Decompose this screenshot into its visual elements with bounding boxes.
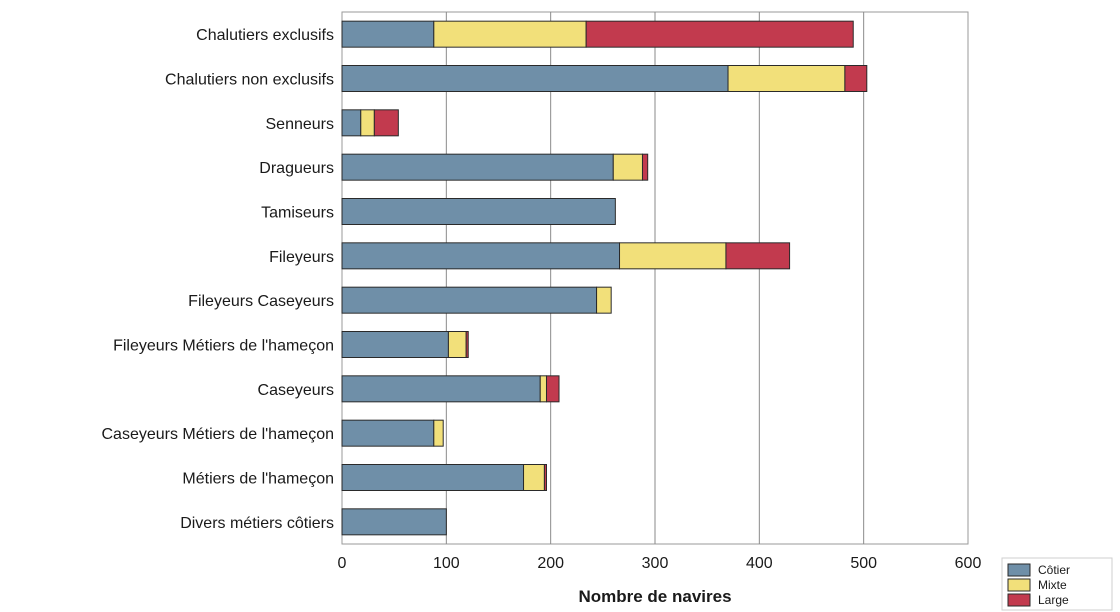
bar-segment: [433, 419, 444, 447]
legend-swatch: [1007, 563, 1031, 577]
x-tick-labels: 0 100 200 300 400 500 600: [338, 555, 982, 572]
x-tick-label: 200: [537, 555, 564, 572]
gridlines: [445, 12, 865, 544]
bar-segment: [360, 109, 375, 137]
legend-label: Large: [1038, 593, 1069, 607]
x-axis-title: Nombre de navires: [578, 587, 731, 606]
x-tick-label: 300: [642, 555, 669, 572]
category-label: Caseyeurs: [258, 382, 334, 399]
x-tick-label: 500: [850, 555, 877, 572]
bar-segment: [596, 286, 612, 314]
bar-segment: [844, 65, 868, 92]
bar-segment: [341, 153, 614, 181]
bar-segment: [341, 419, 435, 447]
category-label: Chalutiers non exclusifs: [165, 72, 334, 89]
bar-segment: [433, 20, 587, 48]
category-label: Fileyeurs Caseyeurs: [188, 293, 334, 310]
category-label: Chalutiers exclusifs: [196, 27, 334, 44]
legend-swatch: [1007, 593, 1031, 607]
bar-segment: [545, 375, 560, 403]
legend-label: Mixte: [1038, 578, 1067, 592]
bar-segment: [585, 20, 854, 48]
bar-segment: [341, 109, 362, 137]
bar-segment: [341, 286, 598, 314]
bar-segment: [612, 153, 643, 181]
bar-segment: [341, 20, 435, 48]
bar-segment: [341, 242, 621, 270]
category-labels: Chalutiers exclusifs Chalutiers non exclu…: [102, 27, 335, 532]
bar-segment: [523, 464, 545, 491]
category-label: Métiers de l'hameçon: [182, 471, 334, 488]
bar-segment: [465, 331, 469, 358]
legend-swatch: [1007, 578, 1031, 592]
bar-segment: [539, 375, 547, 403]
bars: [341, 20, 868, 536]
bar-segment: [619, 242, 727, 270]
bar-segment: [373, 109, 399, 137]
bar-segment: [341, 375, 541, 403]
legend-label: Côtier: [1038, 563, 1070, 577]
category-label: Dragueurs: [259, 160, 334, 177]
category-label: Tamiseurs: [261, 205, 334, 222]
bar-segment: [341, 331, 449, 358]
x-tick-label: 400: [746, 555, 773, 572]
category-label: Fileyeurs: [269, 249, 334, 266]
bar-segment: [727, 65, 846, 92]
x-tick-label: 0: [338, 555, 347, 572]
bar-segment: [341, 508, 447, 536]
bar-segment: [543, 464, 547, 491]
x-tick-label: 100: [433, 555, 460, 572]
category-label: Divers métiers côtiers: [180, 515, 334, 532]
bar-segment: [447, 331, 467, 358]
category-label: Fileyeurs Métiers de l'hameçon: [113, 338, 334, 355]
x-tick-label: 600: [955, 555, 982, 572]
category-label: Caseyeurs Métiers de l'hameçon: [102, 426, 335, 443]
bar-segment: [641, 153, 649, 181]
bar-segment: [341, 198, 616, 225]
bar-segment: [341, 464, 525, 491]
category-label: Senneurs: [266, 116, 335, 133]
bar-segment: [341, 65, 729, 92]
bar-segment: [725, 242, 791, 270]
